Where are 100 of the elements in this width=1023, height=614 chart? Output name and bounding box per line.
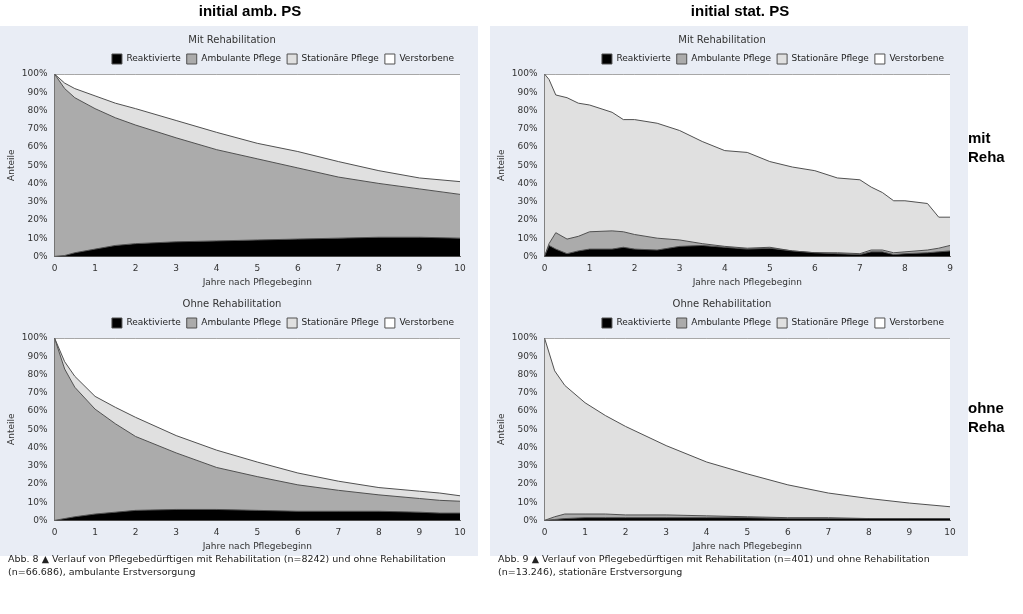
y-axis-title: Anteile (5, 149, 16, 181)
y-tick-label: 0% (33, 250, 48, 261)
x-tick-label: 8 (376, 263, 383, 274)
x-tick-label: 2 (631, 263, 638, 274)
legend-label: Reaktivierte (126, 53, 182, 64)
x-tick-label: 7 (335, 527, 342, 538)
x-tick-label: 0 (541, 263, 548, 274)
y-tick-label: 90% (27, 350, 48, 361)
x-tick-label: 9 (906, 527, 913, 538)
y-tick-label: 100% (21, 332, 48, 343)
y-tick-label: 60% (27, 141, 48, 152)
legend-label: Verstorbene (399, 317, 455, 328)
y-axis-title: Anteile (495, 149, 506, 181)
chart-title: Ohne Rehabilitation (182, 297, 282, 309)
x-tick-label: 1 (586, 263, 593, 274)
y-tick-label: 50% (517, 423, 538, 434)
y-tick-label: 80% (517, 368, 538, 379)
legend-label: Verstorbene (889, 53, 945, 64)
y-tick-label: 90% (27, 86, 48, 97)
legend-label: Verstorbene (399, 53, 455, 64)
legend-label: Ambulante Pflege (691, 317, 772, 328)
x-axis-title: Jahre nach Pflegebeginn (201, 276, 312, 287)
legend-label: Stationäre Pflege (301, 317, 380, 328)
x-tick-label: 4 (721, 263, 728, 274)
x-tick-label: 3 (173, 527, 180, 538)
y-tick-label: 100% (21, 68, 48, 79)
text: initial amb. PS (197, 2, 303, 19)
legend-label: Ambulante Pflege (201, 53, 282, 64)
y-tick-label: 70% (517, 387, 538, 398)
x-tick-label: 8 (902, 263, 909, 274)
x-tick-label: 6 (811, 263, 818, 274)
y-tick-label: 90% (517, 350, 538, 361)
x-tick-label: 8 (376, 527, 383, 538)
y-tick-label: 20% (517, 478, 538, 489)
x-tick-label: 10 (454, 263, 466, 274)
y-tick-label: 0% (523, 514, 538, 525)
legend-label: Verstorbene (889, 317, 945, 328)
y-tick-label: 20% (517, 214, 538, 225)
y-tick-label: 10% (517, 496, 538, 507)
text: ohne Reha (968, 398, 1006, 436)
x-tick-label: 1 (92, 527, 98, 538)
x-tick-label: 3 (173, 263, 180, 274)
legend-label: Ambulante Pflege (691, 53, 772, 64)
y-tick-label: 60% (517, 405, 538, 416)
y-tick-label: 10% (27, 232, 48, 243)
y-tick-label: 40% (517, 441, 538, 452)
x-tick-label: 2 (132, 527, 139, 538)
x-tick-label: 6 (294, 263, 301, 274)
y-tick-label: 70% (27, 387, 48, 398)
legend-label: Reaktivierte (616, 317, 672, 328)
caption: Abb. 9 ▲ Verlauf von Pflegebedürftigen mit Rehabilitation (n=401) und ohne Rehabilitation (n=13.246), stationäre Erstversorgung (498, 552, 931, 578)
x-tick-label: 6 (294, 527, 301, 538)
x-tick-label: 9 (416, 263, 423, 274)
text: mit Reha (968, 128, 1006, 166)
legend-label: Ambulante Pflege (201, 317, 282, 328)
y-tick-label: 50% (27, 159, 48, 170)
y-tick-label: 50% (517, 159, 538, 170)
y-tick-label: 100% (511, 332, 538, 343)
x-tick-label: 9 (416, 527, 423, 538)
y-tick-label: 40% (27, 177, 48, 188)
x-tick-label: 1 (92, 263, 98, 274)
x-tick-label: 5 (744, 527, 751, 538)
y-tick-label: 40% (27, 441, 48, 452)
legend-label: Reaktivierte (126, 317, 182, 328)
x-tick-label: 5 (254, 263, 261, 274)
x-tick-label: 10 (454, 527, 466, 538)
y-tick-label: 60% (27, 405, 48, 416)
x-tick-label: 4 (213, 263, 220, 274)
y-tick-label: 50% (27, 423, 48, 434)
y-tick-label: 90% (517, 86, 538, 97)
y-tick-label: 10% (517, 232, 538, 243)
x-tick-label: 5 (766, 263, 773, 274)
y-tick-label: 80% (27, 104, 48, 115)
legend-label: Stationäre Pflege (791, 317, 870, 328)
legend-label: Reaktivierte (616, 53, 672, 64)
x-tick-label: 8 (866, 527, 873, 538)
x-axis-title: Jahre nach Pflegebeginn (691, 540, 802, 551)
y-tick-label: 0% (33, 514, 48, 525)
text: initial stat. PS (689, 2, 791, 19)
x-tick-label: 3 (663, 527, 670, 538)
legend-label: Stationäre Pflege (791, 53, 870, 64)
x-tick-label: 7 (825, 527, 832, 538)
caption: Abb. 8 ▲ Verlauf von Pflegebedürftigen mit Rehabilitation (n=8242) und ohne Rehabilitation (n=66.686), ambulante Erstversorgung (8, 552, 447, 578)
legend-label: Stationäre Pflege (301, 53, 380, 64)
x-tick-label: 10 (944, 527, 956, 538)
y-tick-label: 80% (27, 368, 48, 379)
y-tick-label: 60% (517, 141, 538, 152)
x-tick-label: 3 (676, 263, 683, 274)
y-tick-label: 80% (517, 104, 538, 115)
y-tick-label: 40% (517, 177, 538, 188)
y-tick-label: 30% (517, 196, 538, 207)
y-axis-title: Anteile (495, 413, 506, 445)
x-tick-label: 6 (784, 527, 791, 538)
y-axis-title: Anteile (5, 413, 16, 445)
x-tick-label: 0 (51, 263, 58, 274)
x-axis-title: Jahre nach Pflegebeginn (691, 276, 802, 287)
x-tick-label: 9 (947, 263, 954, 274)
y-tick-label: 20% (27, 478, 48, 489)
y-tick-label: 0% (523, 250, 538, 261)
x-tick-label: 2 (622, 527, 629, 538)
